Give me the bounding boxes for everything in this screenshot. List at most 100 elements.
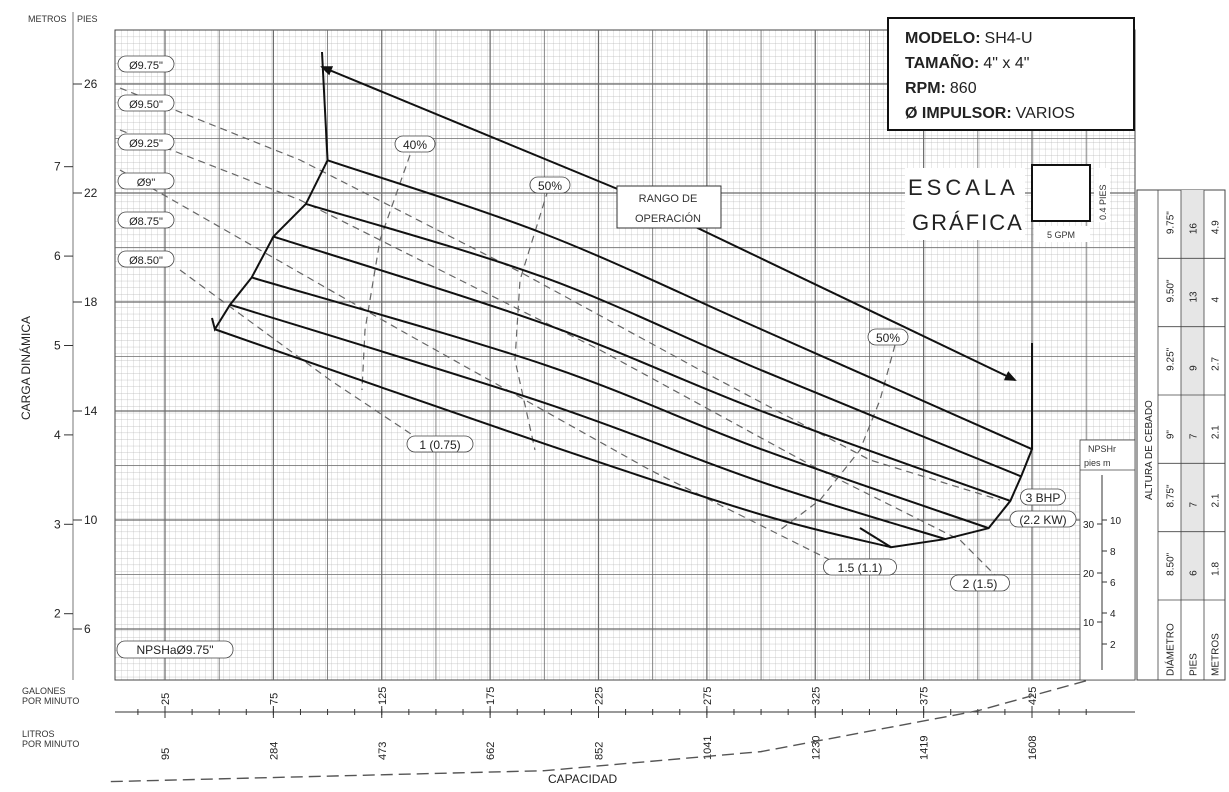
major-grid — [115, 30, 1135, 680]
efficiency-label-box-1 — [529, 176, 571, 194]
power-label-box-3 — [1020, 488, 1066, 506]
y-ft-tick-14: 14 — [84, 404, 98, 418]
x-gpm-label-2: POR MINUTO — [22, 696, 79, 706]
priming-cell-2-1: 9 — [1189, 365, 1200, 371]
priming-header-2: METROS — [1211, 633, 1222, 676]
x-gpm-tick-275: 275 — [702, 687, 714, 705]
graphic-scale-title-1: ESCALA — [908, 175, 1019, 200]
efficiency-line-50-left — [514, 189, 549, 451]
x-gpm-label-1: GALONES — [22, 686, 66, 696]
model-value: SH4-U — [985, 30, 1033, 47]
impeller-label-box-5 — [117, 250, 175, 268]
svg-text:TAMAÑO:4" x 4": TAMAÑO: 4" x 4" — [905, 52, 1029, 72]
impeller-label-box-0 — [117, 55, 175, 73]
x-lpm-tick-1608: 1608 — [1027, 736, 1039, 760]
power-label-4: (2.2 KW) — [1019, 513, 1066, 527]
graphic-scale-title-2: GRÁFICA — [912, 210, 1024, 235]
power-label-box-1 — [823, 558, 897, 576]
npsha-label-box — [116, 640, 234, 659]
impeller-label-box-3 — [117, 172, 175, 190]
y-m-tick-6: 6 — [54, 249, 61, 263]
graphic-scale-box — [1031, 164, 1091, 222]
operating-range-label-1: RANGO DE — [639, 193, 698, 205]
power-line-1-5 — [119, 169, 831, 561]
x-lpm-label-2: POR MINUTO — [22, 739, 79, 749]
power-line-3 — [119, 87, 1001, 501]
power-label-0: 1 (0.75) — [419, 438, 460, 452]
impeller-label-2: Ø9.25" — [129, 138, 163, 150]
npsh-ft-tick-10: 10 — [1083, 618, 1095, 629]
impeller-label-4: Ø8.75" — [129, 216, 163, 228]
priming-cell-1-0: 9.50" — [1166, 279, 1177, 302]
priming-header-1: PIES — [1189, 653, 1200, 676]
priming-header-0: DIÁMETRO — [1164, 623, 1177, 676]
npsh-m-tick-10: 10 — [1110, 516, 1122, 527]
x-lpm-label-1: LITROS — [22, 729, 55, 739]
priming-cell-4-2: 2.1 — [1211, 493, 1222, 507]
efficiency-label-1: 50% — [538, 179, 562, 193]
y-ft-tick-6: 6 — [84, 622, 91, 636]
model-box — [887, 17, 1135, 131]
power-line-2 — [119, 129, 1011, 591]
y-ft-tick-18: 18 — [84, 295, 98, 309]
operating-range-arrow-back — [320, 66, 621, 191]
y-meters-header: METROS — [28, 14, 67, 24]
priming-cell-0-2: 4.9 — [1211, 220, 1222, 234]
operating-range-label-2: OPERACIÓN — [635, 212, 701, 225]
y-m-tick-2: 2 — [54, 607, 61, 621]
efficiency-label-box-2 — [867, 328, 909, 346]
priming-cell-0-1: 16 — [1189, 223, 1200, 235]
npsha-label: NPSHaØ9.75" — [137, 643, 214, 657]
x-axis-title: CAPACIDAD — [548, 772, 617, 786]
priming-cell-3-0: 9" — [1166, 430, 1177, 440]
curve-4 — [229, 303, 946, 541]
y-m-tick-4: 4 — [54, 428, 61, 442]
operating-range-arrow — [659, 209, 1017, 381]
priming-cell-5-2: 1.8 — [1211, 561, 1222, 575]
curve-1 — [305, 202, 1022, 478]
graphic-scale-v-label: 0.4 PIES — [1098, 184, 1108, 220]
priming-cell-5-1: 6 — [1189, 570, 1200, 576]
x-gpm-tick-175: 175 — [485, 687, 497, 705]
npsh-m-tick-4: 4 — [1110, 609, 1116, 620]
curve-labels: Ø9.75" Ø9.50" Ø9.25" Ø9" Ø8.75" Ø8.50" 40% 50% 5… — [116, 55, 1077, 659]
impeller-label-5: Ø8.50" — [129, 255, 163, 267]
y-ft-tick-26: 26 — [84, 77, 98, 91]
x-gpm-tick-225: 225 — [594, 687, 606, 705]
npsh-ft-tick-20: 20 — [1083, 569, 1095, 580]
efficiency-line-40 — [361, 154, 411, 391]
priming-cell-2-2: 2.7 — [1211, 356, 1222, 370]
priming-cell-5-0: 8.50" — [1166, 552, 1177, 575]
power-label-box-2 — [950, 574, 1010, 592]
y-m-tick-5: 5 — [54, 338, 61, 352]
x-gpm-tick-25: 25 — [160, 693, 172, 705]
size-value: 4" x 4" — [983, 55, 1029, 72]
svg-text:MODELO:SH4-U: MODELO: SH4-U — [905, 30, 1033, 47]
y-axis-title: CARGA DINÁMICA — [18, 316, 33, 420]
priming-table-title: ALTURA DE CEBADO — [1144, 400, 1155, 500]
priming-cell-2-0: 9.25" — [1166, 347, 1177, 370]
x-gpm-tick-375: 375 — [919, 687, 931, 705]
npshr-scale-units: pies m — [1084, 458, 1111, 468]
x-lpm-tick-95: 95 — [160, 748, 172, 760]
npsh-ft-tick-30: 30 — [1083, 520, 1095, 531]
x-lpm-tick-1041: 1041 — [702, 736, 714, 760]
x-lpm-tick-473: 473 — [377, 742, 389, 760]
y-feet-header: PIES — [77, 14, 98, 24]
npshr-scale-title: NPSHr — [1088, 444, 1116, 454]
power-label-1: 1.5 (1.1) — [838, 561, 883, 575]
rpm-value: 860 — [950, 80, 977, 97]
rpm-label: RPM: — [905, 80, 946, 97]
y-ft-tick-22: 22 — [84, 186, 98, 200]
right-envelope — [859, 343, 1033, 549]
y-m-tick-3: 3 — [54, 517, 61, 531]
npshr-scale-ticks: 10 20 30 2 4 6 8 10 — [1083, 516, 1122, 651]
efficiency-label-box-0 — [394, 135, 436, 153]
left-envelope — [211, 51, 329, 332]
curve-5 — [214, 328, 892, 549]
efficiency-label-2: 50% — [876, 331, 900, 345]
impeller-label: Ø IMPULSOR: — [905, 105, 1012, 122]
priming-table: ALTURA DE CEBADO 9.75" 16 4.9 9.50" 13 4 9.25" 9… — [1136, 189, 1226, 681]
curve-2 — [273, 235, 1011, 502]
